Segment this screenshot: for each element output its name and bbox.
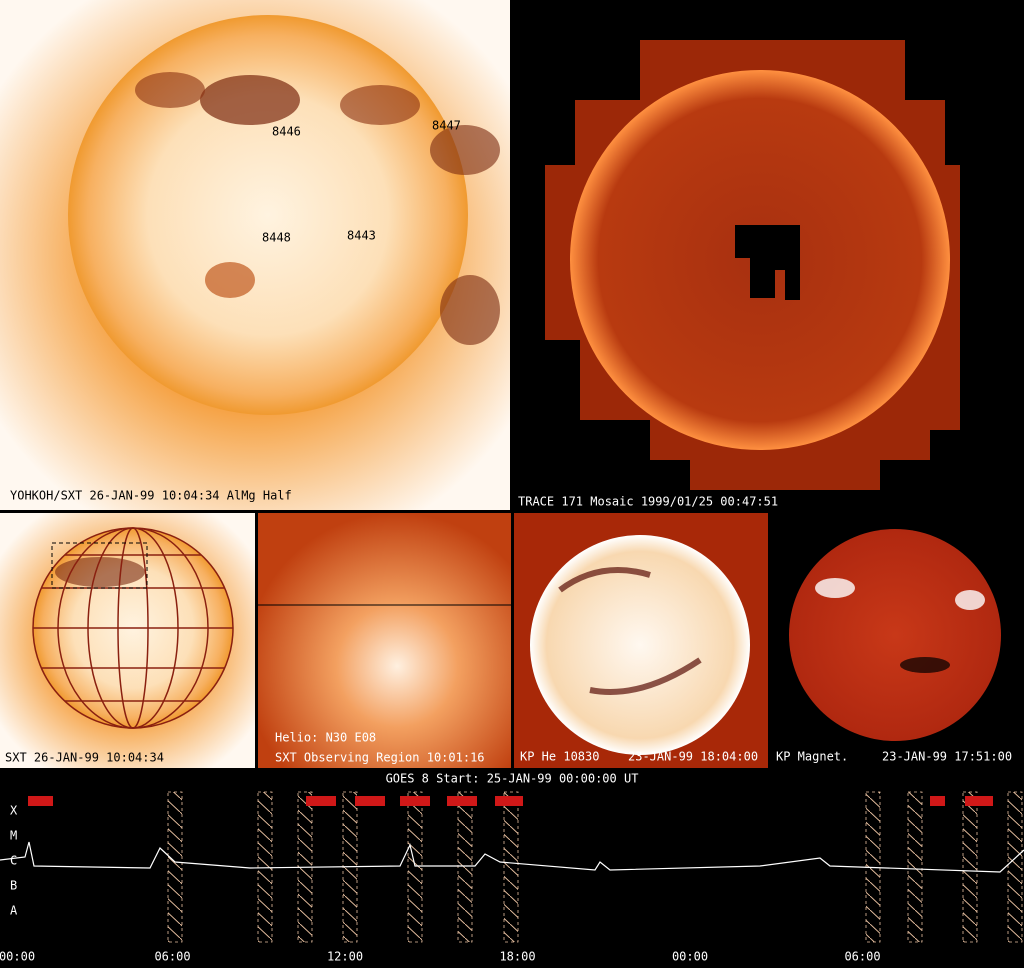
goes-class-label: X (10, 804, 18, 818)
panel-caption: 23-JAN-99 18:04:00 (628, 750, 758, 764)
panel-caption: SXT Observing Region 10:01:16 (275, 751, 485, 765)
kp-he-panel: KP He 10830 23-JAN-99 18:04:00 (514, 513, 768, 768)
kp-mag-panel: KP Magnet. 23-JAN-99 17:51:00 (771, 513, 1024, 768)
zoom-helio: Helio: N30 E08 (275, 731, 376, 745)
region-label: 8447 (432, 119, 461, 133)
sxt-zoom-panel: Helio: N30 E08 SXT Observing Region 10:0… (258, 513, 511, 768)
time-tick-label: 00:00 (672, 950, 708, 964)
time-tick-label: 12:00 (327, 950, 363, 964)
goes-class-label: M (10, 829, 17, 843)
region-label: 8448 (262, 231, 291, 245)
panel-caption: YOHKOH/SXT 26-JAN-99 10:04:34 AlMg Half (10, 489, 292, 503)
goes-title: GOES 8 Start: 25-JAN-99 00:00:00 UT (386, 772, 639, 786)
time-tick-label: 06:00 (154, 950, 190, 964)
panel-caption: 23-JAN-99 17:51:00 (882, 750, 1012, 764)
time-tick-label: 06:00 (844, 950, 880, 964)
time-tick-label: 00:00 (0, 950, 35, 964)
sxt-full-panel: 8446 8447 8448 8443 YOHKOH/SXT 26-JAN-99… (0, 0, 510, 510)
goes-class-label: B (10, 879, 17, 893)
panel-caption: KP Magnet. (776, 750, 848, 764)
panel-caption: SXT 26-JAN-99 10:04:34 (5, 751, 164, 765)
region-label: 8443 (347, 229, 376, 243)
time-tick-label: 18:00 (499, 950, 535, 964)
panel-caption: KP He 10830 (520, 750, 599, 764)
trace-panel: TRACE 171 Mosaic 1999/01/25 00:47:51 (514, 0, 1024, 510)
goes-class-label: C (10, 854, 17, 868)
region-label: 8446 (272, 125, 301, 139)
sxt-grid-panel: SXT 26-JAN-99 10:04:34 (0, 513, 255, 768)
panel-caption: TRACE 171 Mosaic 1999/01/25 00:47:51 (518, 495, 778, 509)
goes-class-label: A (10, 904, 18, 918)
goes-panel: GOES 8 Start: 25-JAN-99 00:00:00 UT XMCB… (0, 769, 1024, 968)
